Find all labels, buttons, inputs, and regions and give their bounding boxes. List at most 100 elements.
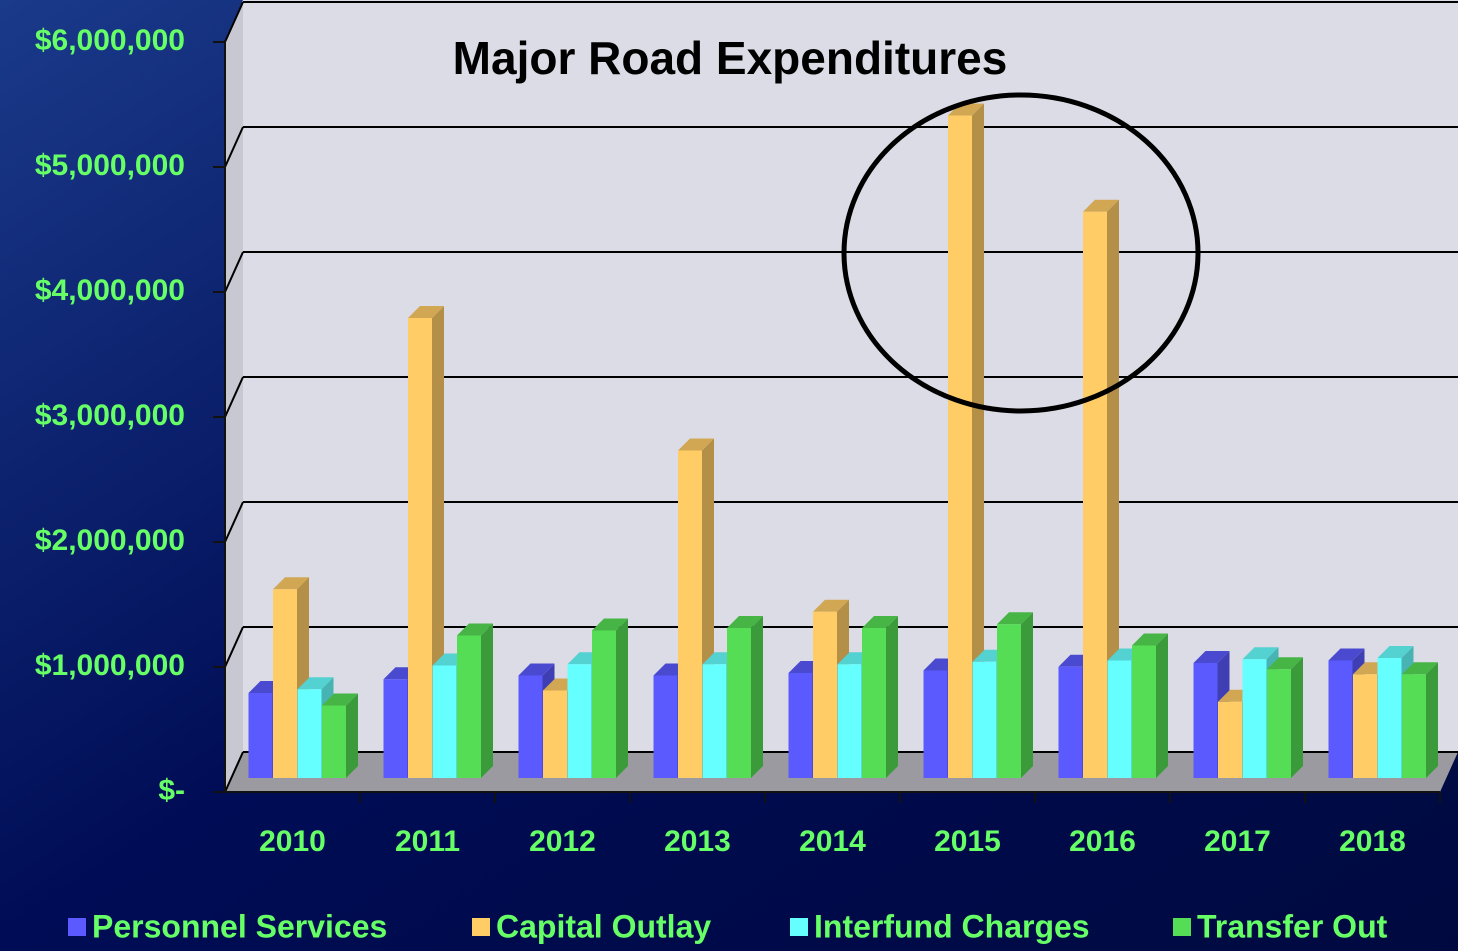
- bar-front: [1328, 660, 1353, 778]
- bar-front: [702, 664, 727, 778]
- bar-top: [322, 693, 358, 706]
- bar-side: [481, 623, 493, 778]
- bar-front: [592, 630, 616, 778]
- bar-front: [518, 675, 543, 778]
- bar-side: [1291, 657, 1303, 778]
- x-tick-label: 2017: [1204, 825, 1271, 858]
- bar-top: [518, 663, 555, 676]
- grid-line: [224, 751, 244, 793]
- bar-front: [653, 675, 678, 778]
- bar-top: [592, 618, 628, 631]
- grid-line: [224, 126, 244, 168]
- bar-front: [727, 628, 751, 778]
- bar: [1083, 199, 1119, 778]
- bar-front: [1267, 669, 1291, 778]
- legend-label: Transfer Out: [1197, 908, 1388, 944]
- bar: [592, 618, 628, 778]
- bar-front: [432, 665, 457, 778]
- bar: [948, 103, 984, 778]
- y-tick-label: $2,000,000: [35, 524, 185, 557]
- bar-top: [1377, 646, 1414, 658]
- y-tick-label: $6,000,000: [35, 24, 185, 57]
- y-tick-label: $1,000,000: [35, 649, 185, 682]
- bar-top: [297, 677, 334, 690]
- bar-front: [1058, 666, 1083, 778]
- bar-top: [1267, 657, 1303, 670]
- bar-top: [1132, 633, 1168, 646]
- bar-top: [273, 577, 309, 590]
- bar-side: [616, 618, 628, 778]
- grid-line: [224, 626, 244, 668]
- x-tick-label: 2016: [1069, 825, 1136, 858]
- bar-side: [751, 616, 763, 778]
- bar-front: [1353, 674, 1377, 778]
- bar-front: [297, 689, 322, 778]
- bar-front: [972, 661, 997, 778]
- bar: [997, 612, 1033, 778]
- legend-swatch: [1173, 918, 1191, 936]
- bar-front: [1107, 660, 1132, 778]
- bar-front: [788, 673, 813, 778]
- bar-front: [923, 670, 948, 778]
- bar-front: [322, 705, 346, 778]
- bar: [862, 616, 898, 778]
- bar-side: [1426, 662, 1438, 778]
- bar-front: [678, 450, 702, 778]
- x-tick-label: 2011: [395, 825, 460, 858]
- grid-line: [224, 251, 244, 293]
- bar-front: [813, 611, 837, 778]
- bar-top: [408, 306, 444, 318]
- bar: [322, 693, 358, 778]
- bar-side: [1156, 633, 1168, 778]
- legend-swatch: [790, 918, 808, 936]
- bar-front: [1242, 659, 1267, 778]
- bar-side: [972, 103, 984, 778]
- bar-front: [408, 318, 432, 778]
- legend-label: Capital Outlay: [496, 908, 711, 944]
- bar-top: [1328, 648, 1365, 661]
- bar-top: [813, 599, 849, 612]
- legend-swatch: [472, 918, 490, 936]
- grid-line: [224, 376, 244, 418]
- legend-label: Interfund Charges: [814, 908, 1090, 944]
- bar-front: [948, 115, 972, 778]
- bar-top: [457, 623, 493, 636]
- x-tick-label: 2010: [259, 825, 326, 858]
- x-tick-label: 2014: [799, 825, 866, 858]
- bar-front: [273, 589, 297, 778]
- x-tick-label: 2018: [1339, 825, 1406, 858]
- bar: [408, 306, 444, 778]
- bar-top: [727, 616, 763, 628]
- y-tick-label: $4,000,000: [35, 274, 185, 307]
- bar-front: [1083, 211, 1107, 778]
- bar-front: [567, 664, 592, 778]
- bar-top: [862, 616, 898, 628]
- bar-top: [1193, 651, 1230, 663]
- bar-front: [1132, 645, 1156, 778]
- y-tick-label: $5,000,000: [35, 149, 185, 182]
- legend-swatch: [68, 918, 86, 936]
- bar: [1132, 633, 1168, 778]
- bar-top: [997, 612, 1033, 625]
- x-tick-label: 2013: [664, 825, 731, 858]
- y-tick-label: $3,000,000: [35, 399, 185, 432]
- bar-top: [1242, 647, 1279, 660]
- grid-line: [224, 1, 244, 43]
- bar-top: [1083, 199, 1119, 212]
- y-tick-label: $-: [158, 774, 185, 807]
- x-tick-label: 2015: [934, 825, 1001, 858]
- bar-side: [1107, 199, 1119, 778]
- bar: [727, 616, 763, 778]
- bar: [1402, 662, 1438, 778]
- bar-top: [678, 438, 714, 451]
- bar-front: [1377, 658, 1402, 778]
- bar-front: [862, 628, 886, 778]
- bar-front: [543, 690, 567, 778]
- highlight-circle: [841, 92, 1201, 414]
- bar-front: [1402, 674, 1426, 778]
- bar-front: [248, 693, 273, 778]
- bar-front: [997, 624, 1021, 778]
- bar-front: [1193, 663, 1218, 778]
